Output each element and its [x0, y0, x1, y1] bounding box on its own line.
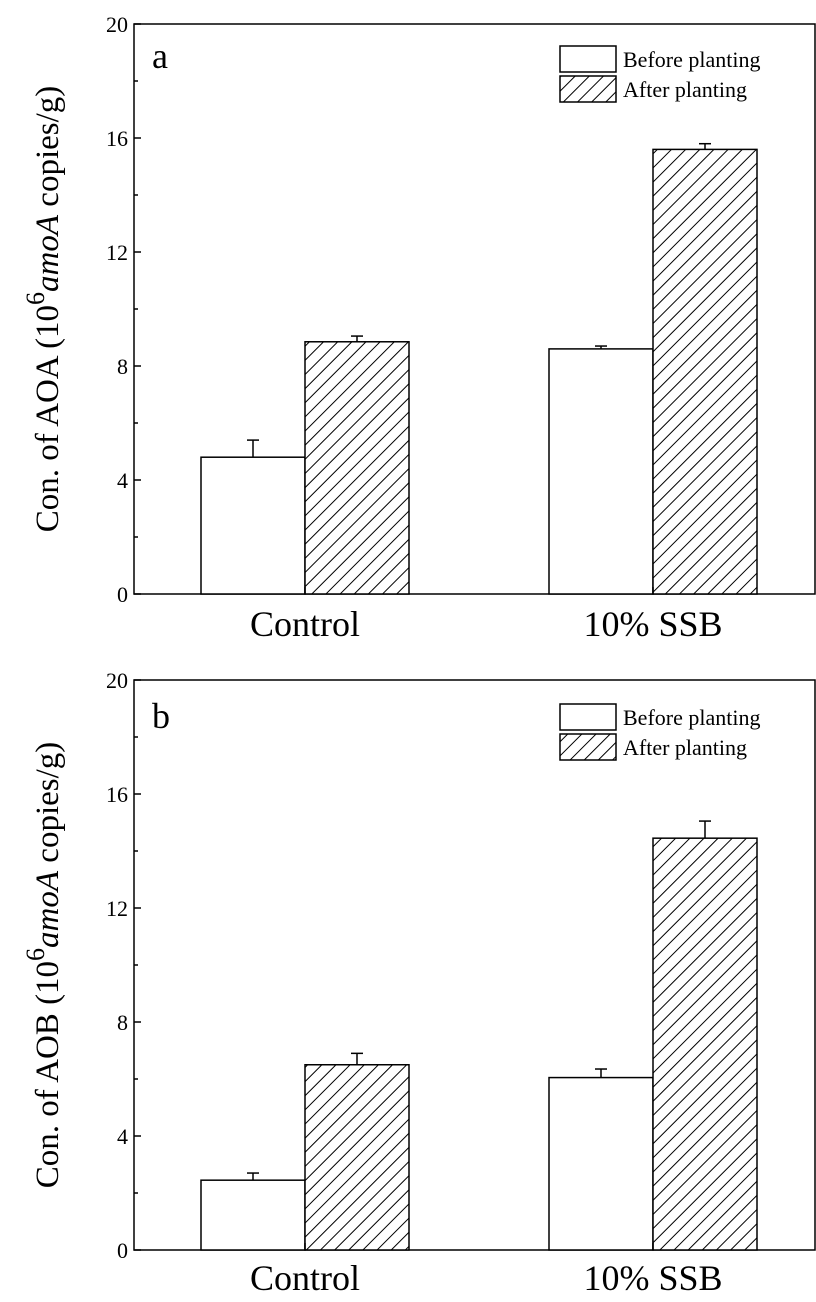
x-category-label: Control	[250, 604, 360, 644]
y-axis-label-gene: amoA	[30, 214, 66, 292]
y-tick-label: 4	[117, 468, 128, 493]
y-axis-label-gene: amoA	[30, 870, 66, 948]
legend-swatch-after	[559, 75, 617, 103]
x-category-label: 10% SSB	[583, 1258, 722, 1298]
legend-label: Before planting	[623, 47, 760, 72]
y-axis-label-suffix: copies/g)	[30, 742, 66, 871]
y-axis-label: Con. of AOB (106amoA copies/g)	[21, 742, 66, 1189]
y-tick-label: 4	[117, 1124, 128, 1149]
y-tick-label: 0	[117, 582, 128, 607]
y-tick-label: 20	[106, 12, 128, 37]
bar-before-control	[200, 456, 306, 595]
bar-after-control	[304, 341, 410, 595]
y-axis-label-suffix: copies/g)	[30, 86, 66, 215]
legend-label: After planting	[623, 77, 747, 102]
x-category-label: Control	[250, 1258, 360, 1298]
legend-swatch-before	[559, 45, 617, 73]
legend-label: Before planting	[623, 705, 760, 730]
bar-after-ssb	[652, 148, 758, 595]
legend-label: After planting	[623, 735, 747, 760]
y-axis-label-exponent: 6	[21, 948, 50, 961]
y-axis-label-prefix: Con. of AOB (10	[30, 961, 66, 1188]
y-tick-label: 8	[117, 354, 128, 379]
bar-before-ssb	[548, 1076, 654, 1251]
y-tick-label: 20	[106, 668, 128, 693]
y-axis-label-exponent: 6	[21, 292, 50, 305]
y-tick-label: 16	[106, 126, 128, 151]
bar-before-control	[200, 1179, 306, 1251]
bar-after-control	[304, 1064, 410, 1251]
y-axis-label-prefix: Con. of AOA (10	[30, 305, 66, 532]
y-tick-label: 12	[106, 896, 128, 921]
bar-before-ssb	[548, 348, 654, 595]
y-tick-label: 12	[106, 240, 128, 265]
y-axis-label: Con. of AOA (106amoA copies/g)	[21, 86, 66, 533]
y-tick-label: 16	[106, 782, 128, 807]
y-tick-label: 8	[117, 1010, 128, 1035]
legend-swatch-after	[559, 733, 617, 761]
bar-after-ssb	[652, 837, 758, 1251]
legend-swatch-before	[559, 703, 617, 731]
y-tick-label: 0	[117, 1238, 128, 1263]
x-category-label: 10% SSB	[583, 604, 722, 644]
panel-letter: b	[152, 696, 170, 736]
panel-letter: a	[152, 36, 168, 76]
